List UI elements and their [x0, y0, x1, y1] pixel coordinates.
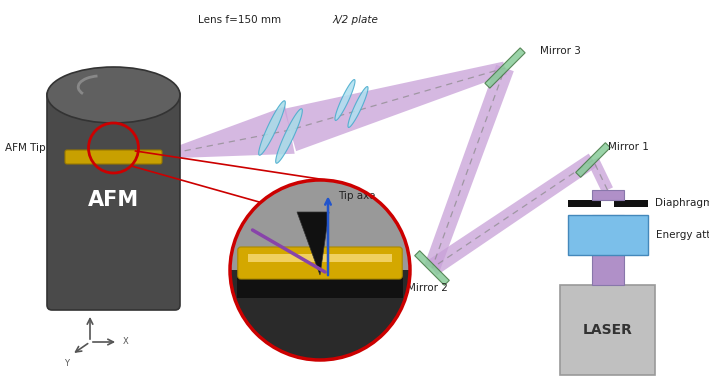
Polygon shape [276, 109, 302, 163]
Bar [238, 276, 403, 298]
Polygon shape [297, 212, 329, 275]
Text: Tip axe: Tip axe [338, 191, 375, 201]
Text: Mirror 2: Mirror 2 [406, 283, 447, 293]
Text: AFM: AFM [88, 190, 139, 210]
Polygon shape [576, 142, 610, 177]
Bar [567, 200, 601, 207]
Text: Y: Y [65, 359, 69, 367]
Circle shape [230, 180, 410, 360]
Polygon shape [348, 87, 368, 127]
Text: Diaphragm: Diaphragm [656, 198, 709, 209]
Polygon shape [284, 62, 507, 151]
Text: X: X [123, 337, 129, 347]
Polygon shape [259, 101, 285, 155]
Polygon shape [415, 251, 450, 285]
Text: LASER: LASER [583, 323, 632, 337]
Polygon shape [335, 79, 355, 120]
Bar [591, 215, 623, 285]
Bar [591, 190, 623, 200]
Wedge shape [230, 270, 410, 360]
Bar [248, 254, 392, 262]
Wedge shape [230, 180, 410, 270]
Bar [614, 200, 647, 207]
Polygon shape [427, 154, 597, 275]
Text: AFM Tip: AFM Tip [5, 143, 45, 153]
Polygon shape [424, 65, 514, 271]
FancyBboxPatch shape [238, 247, 402, 279]
FancyBboxPatch shape [560, 285, 655, 375]
Polygon shape [485, 48, 525, 88]
Text: Energy attenutor: Energy attenutor [656, 230, 709, 240]
Text: Z: Z [89, 301, 95, 310]
Text: Mirror 3: Mirror 3 [540, 46, 581, 56]
Polygon shape [588, 157, 613, 193]
FancyBboxPatch shape [47, 90, 180, 310]
Text: λ/2 plate: λ/2 plate [332, 15, 378, 25]
Text: Mirror 1: Mirror 1 [608, 142, 649, 152]
Polygon shape [147, 106, 295, 159]
FancyBboxPatch shape [65, 150, 162, 164]
Text: Lens f=150 mm: Lens f=150 mm [199, 15, 281, 25]
Ellipse shape [47, 67, 180, 123]
Bar [567, 215, 647, 255]
